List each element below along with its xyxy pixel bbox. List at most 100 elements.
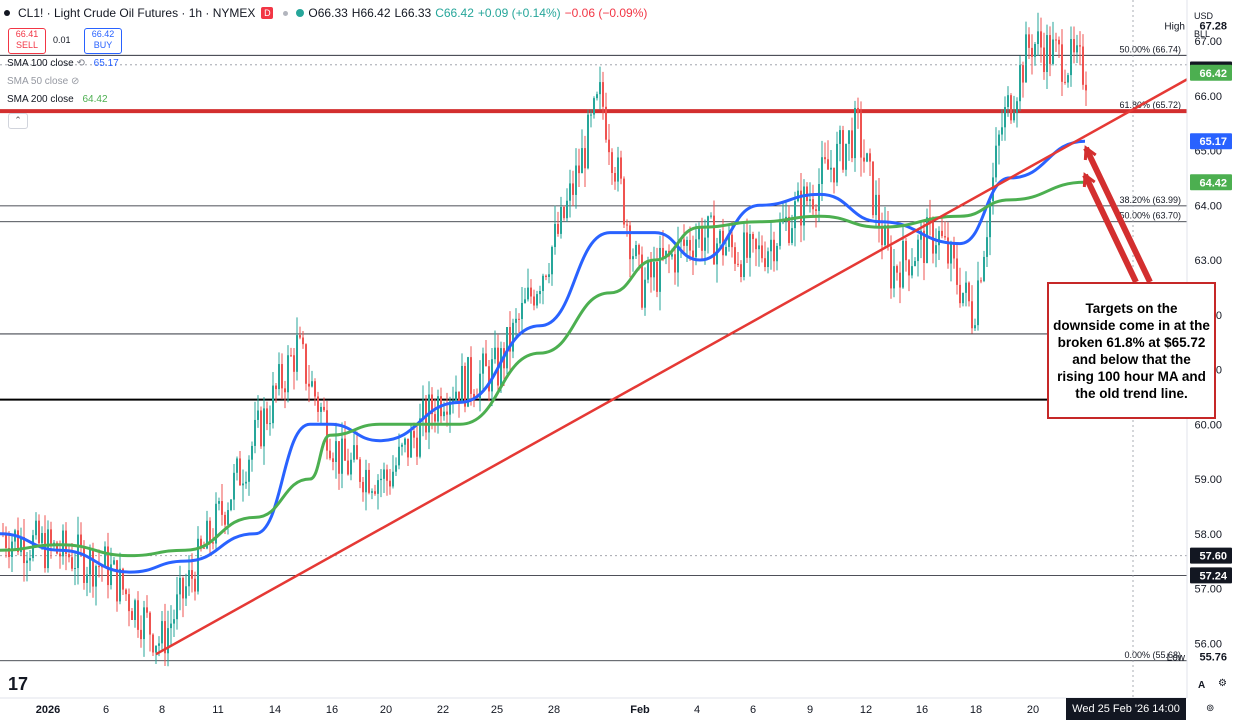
- candle: [947, 222, 949, 269]
- candle: [512, 318, 514, 359]
- dividend-flag-icon[interactable]: D: [261, 7, 274, 19]
- time-tick-label: 11: [212, 704, 223, 716]
- candle: [287, 345, 289, 403]
- candle: [1007, 86, 1009, 117]
- sma-line[interactable]: [0, 180, 1086, 558]
- candle: [830, 149, 832, 183]
- auto-scale-button[interactable]: A: [1198, 680, 1206, 691]
- arrow-to-fib: [1083, 146, 1153, 284]
- chart-settings-icon[interactable]: ⊚: [1206, 703, 1215, 714]
- candle: [1085, 71, 1087, 107]
- candle: [1082, 34, 1084, 90]
- spread-value: 0.01: [53, 35, 71, 45]
- candle: [251, 441, 253, 472]
- candle: [404, 437, 406, 453]
- ohlc-values: O66.33 H66.42 L66.33 C66.42 +0.09 (+0.14%) −0…: [308, 6, 651, 20]
- candle: [623, 176, 625, 228]
- candle: [167, 610, 169, 667]
- indicator-sma50[interactable]: SMA 50 close ⊘: [7, 76, 79, 87]
- price-label: 65.17: [1190, 133, 1232, 150]
- candle: [587, 109, 589, 170]
- candle: [572, 170, 574, 206]
- candle: [923, 221, 925, 281]
- candle: [1037, 12, 1039, 56]
- candle: [314, 378, 316, 406]
- annotation-callout[interactable]: Targets on the downside come in at the b…: [1047, 282, 1216, 419]
- candle: [569, 169, 571, 218]
- price-tick-label: 58.00: [1194, 529, 1222, 541]
- candle: [1064, 69, 1066, 85]
- tradingview-logo-icon: 17: [8, 674, 29, 694]
- candle: [68, 545, 70, 563]
- candle: [914, 257, 916, 267]
- candle: [749, 224, 751, 277]
- svg-text:66.42: 66.42: [1199, 68, 1227, 80]
- sell-price: 66.41: [15, 29, 39, 39]
- candle: [899, 261, 901, 304]
- candle: [974, 318, 976, 332]
- candle: [296, 317, 298, 381]
- indicator-label: SMA 100 close: [7, 58, 74, 69]
- candle: [161, 610, 163, 652]
- candle: [152, 633, 154, 657]
- candle: [812, 184, 814, 216]
- candle: [1016, 97, 1018, 128]
- arrow-to-fib-head: [1083, 145, 1097, 161]
- candle: [311, 370, 313, 388]
- time-tick-label: 18: [970, 704, 982, 716]
- unit-selector[interactable]: BLL: [1194, 29, 1211, 39]
- candle: [5, 526, 7, 558]
- candle: [779, 212, 781, 250]
- price-tick-label: 67.00: [1194, 36, 1222, 48]
- settings-gear-icon[interactable]: ⚙: [1218, 678, 1227, 689]
- sma-line[interactable]: [0, 139, 1086, 574]
- candle: [902, 225, 904, 289]
- close-value: C66.42: [435, 6, 474, 20]
- candle: [116, 559, 118, 612]
- candle: [968, 281, 970, 307]
- candle: [143, 600, 145, 657]
- sell-button[interactable]: 66.41 SELL: [8, 28, 46, 54]
- candle: [128, 588, 130, 627]
- candle: [866, 152, 868, 163]
- buy-button[interactable]: 66.42 BUY: [84, 28, 122, 54]
- low-caption: Low: [1167, 652, 1186, 663]
- indicator-sma100[interactable]: SMA 100 close ⟲ 65.17: [7, 58, 119, 69]
- candle: [119, 552, 121, 605]
- candle: [260, 406, 262, 449]
- candle: [1034, 42, 1036, 66]
- candle: [893, 249, 895, 298]
- candle: [395, 457, 397, 477]
- candle: [371, 488, 373, 500]
- candle: [611, 148, 613, 185]
- candle: [368, 463, 370, 495]
- candle: [38, 514, 40, 547]
- high-caption: High: [1164, 22, 1185, 33]
- time-tick-label: 6: [103, 704, 109, 716]
- level-label: 50.00% (63.70): [1119, 211, 1181, 221]
- candle: [95, 564, 97, 606]
- indicator-sma200[interactable]: SMA 200 close 64.42: [7, 94, 108, 105]
- trend-line[interactable]: [155, 78, 1188, 656]
- price-tick-label: 66.00: [1194, 91, 1222, 103]
- candle: [935, 228, 937, 268]
- candle: [542, 273, 544, 305]
- candle: [710, 212, 712, 219]
- currency-selector[interactable]: USD: [1194, 11, 1214, 21]
- candle: [131, 607, 133, 621]
- candle: [398, 433, 400, 470]
- candle: [1052, 21, 1054, 66]
- price-tick-label: 64.00: [1194, 200, 1222, 212]
- candle: [635, 240, 637, 259]
- time-tick-label: 6: [750, 704, 756, 716]
- level-label: 61.80% (65.72): [1119, 100, 1181, 110]
- candle: [1055, 32, 1057, 53]
- chart-header: CL1! · Light Crude Oil Futures · 1h · NY…: [0, 0, 651, 26]
- candle: [155, 645, 157, 664]
- collapse-indicators-icon[interactable]: ⌃: [8, 113, 28, 129]
- candle: [305, 343, 307, 391]
- candle: [1031, 34, 1033, 75]
- candle: [659, 235, 661, 311]
- symbol-title[interactable]: CL1! · Light Crude Oil Futures · 1h · NY…: [18, 6, 256, 20]
